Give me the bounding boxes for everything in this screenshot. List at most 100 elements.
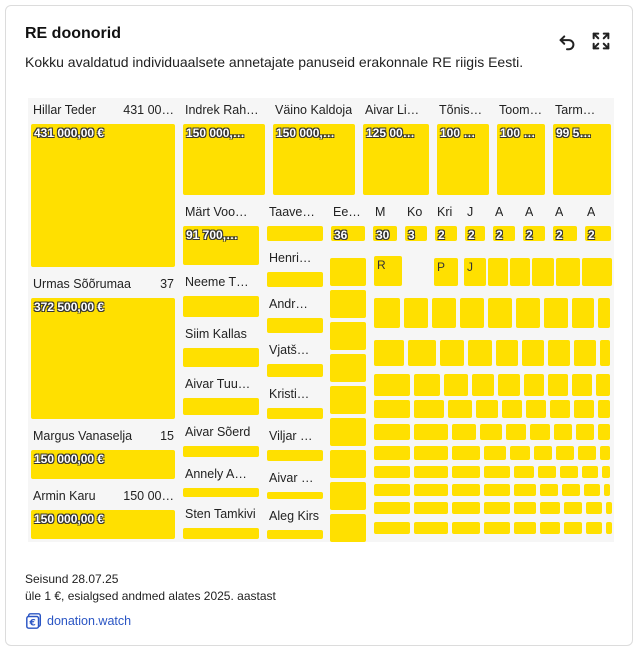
small-donor-tile[interactable] (330, 514, 366, 542)
donor-cell[interactable]: Armin Karu 150 00… 150 000,00 € (28, 484, 178, 542)
donor-cell[interactable]: Siim Kallas (180, 322, 262, 370)
small-donor-tile[interactable] (330, 290, 366, 318)
fullscreen-icon[interactable] (590, 30, 612, 52)
small-donor-tile[interactable] (488, 298, 512, 328)
small-donor-tile[interactable] (548, 374, 568, 396)
small-donor-tile[interactable] (514, 502, 536, 514)
small-donor-tile[interactable] (532, 258, 554, 286)
small-donor-tile[interactable] (582, 466, 598, 478)
small-donor-tile[interactable] (374, 484, 410, 496)
small-donor-tile[interactable] (514, 466, 534, 478)
small-donor-tile[interactable] (484, 466, 510, 478)
small-donor-tile[interactable] (408, 340, 436, 366)
donor-cell[interactable]: Hillar Teder 431 00… 431 000,00 € (28, 98, 178, 270)
small-donor-tile[interactable] (514, 484, 536, 496)
small-donor-tile[interactable] (374, 400, 410, 418)
small-donor-tile[interactable] (414, 446, 448, 460)
small-donor-tile[interactable] (452, 502, 480, 514)
small-donor-tile[interactable] (488, 258, 508, 286)
small-donor-tile[interactable] (598, 400, 610, 418)
small-donor-tile[interactable] (556, 258, 580, 286)
small-donor-tile[interactable] (484, 502, 510, 514)
small-donor-tile[interactable] (452, 446, 480, 460)
small-donor-tile[interactable] (582, 258, 612, 286)
donor-cell[interactable]: Kristi… (264, 382, 326, 422)
small-donor-tile[interactable] (440, 340, 464, 366)
small-donor-tile[interactable] (606, 522, 612, 534)
small-donor-tile[interactable] (572, 298, 594, 328)
small-donor-tile[interactable] (374, 502, 410, 514)
small-donor-tile[interactable] (554, 424, 572, 440)
small-donor-tile[interactable] (574, 340, 596, 366)
small-donor-tile[interactable] (374, 466, 410, 478)
donor-cell[interactable]: Aivar Tuu… (180, 372, 262, 418)
small-donor-tile[interactable] (522, 340, 544, 366)
small-donor-tile[interactable] (498, 374, 520, 396)
small-donor-tile[interactable] (540, 502, 560, 514)
donor-cell[interactable]: Aivar Sõerd (180, 420, 262, 460)
small-donor-tile[interactable] (548, 340, 570, 366)
small-donor-tile[interactable] (534, 446, 552, 460)
source-link[interactable]: € donation.watch (25, 612, 131, 630)
small-donor-tile[interactable] (540, 484, 558, 496)
small-donor-tile[interactable] (530, 424, 550, 440)
small-donor-tile[interactable] (330, 322, 366, 350)
small-donor-tile[interactable] (476, 400, 498, 418)
small-donor-tile[interactable] (414, 502, 448, 514)
small-donor-tile[interactable] (374, 424, 410, 440)
small-donor-tile[interactable] (598, 424, 610, 440)
small-donor-tile[interactable] (510, 446, 530, 460)
small-donor-tile[interactable] (604, 484, 610, 496)
small-donor-tile[interactable] (414, 400, 444, 418)
small-donor-tile[interactable] (374, 340, 404, 366)
small-donor-tile[interactable] (374, 522, 410, 534)
small-donor-tile[interactable] (600, 340, 610, 366)
donor-cell[interactable]: Ko 3 (402, 200, 430, 244)
small-donor-tile[interactable] (564, 502, 582, 514)
small-donor-tile[interactable] (540, 522, 560, 534)
small-donor-tile[interactable] (330, 386, 366, 414)
small-donor-tile[interactable] (574, 400, 594, 418)
small-donor-tile[interactable] (484, 446, 506, 460)
small-donor-tile[interactable] (602, 466, 610, 478)
donor-cell[interactable]: Margus Vanaselja 15 150 000,00 € (28, 424, 178, 482)
small-donor-tile[interactable] (544, 298, 568, 328)
source-link-text[interactable]: donation.watch (47, 614, 132, 628)
small-donor-tile[interactable] (596, 374, 610, 396)
small-donor-tile[interactable] (572, 374, 592, 396)
small-donor-tile[interactable] (538, 466, 556, 478)
small-donor-tile[interactable] (556, 446, 574, 460)
small-donor-tile[interactable] (414, 484, 448, 496)
small-donor-tile[interactable] (452, 522, 480, 534)
donor-cell[interactable]: Vjatš… (264, 338, 326, 380)
small-donor-tile[interactable] (516, 298, 540, 328)
small-donor-tile[interactable] (444, 374, 468, 396)
small-donor-tile[interactable] (452, 466, 480, 478)
small-donor-tile[interactable] (330, 258, 366, 286)
small-donor-tile[interactable] (404, 298, 428, 328)
donor-cell[interactable]: Sten Tamkivi (180, 502, 262, 542)
small-donor-tile[interactable] (584, 484, 600, 496)
small-donor-tile[interactable] (560, 466, 578, 478)
small-donor-tile[interactable] (448, 400, 472, 418)
donor-cell[interactable]: Annely A… (180, 462, 262, 500)
small-donor-tile[interactable] (586, 522, 602, 534)
small-donor-tile[interactable] (598, 298, 610, 328)
small-donor-tile[interactable] (414, 522, 448, 534)
small-donor-tile[interactable] (330, 482, 366, 510)
small-donor-tile[interactable] (468, 340, 492, 366)
small-donor-tile[interactable] (562, 484, 580, 496)
small-donor-tile[interactable] (484, 484, 510, 496)
small-donor-tile[interactable] (414, 424, 448, 440)
donor-cell[interactable]: M 30 (370, 200, 400, 244)
small-donor-tile[interactable] (472, 374, 494, 396)
small-donor-tile[interactable] (550, 400, 570, 418)
donor-cell[interactable]: Viljar … (264, 424, 326, 464)
small-donor-tile[interactable] (330, 450, 366, 478)
small-donor-tile[interactable] (600, 446, 610, 460)
small-donor-tile[interactable] (564, 522, 582, 534)
donor-cell[interactable]: R (374, 256, 402, 286)
donor-cell[interactable]: Tarm… 99 5… (550, 98, 614, 198)
